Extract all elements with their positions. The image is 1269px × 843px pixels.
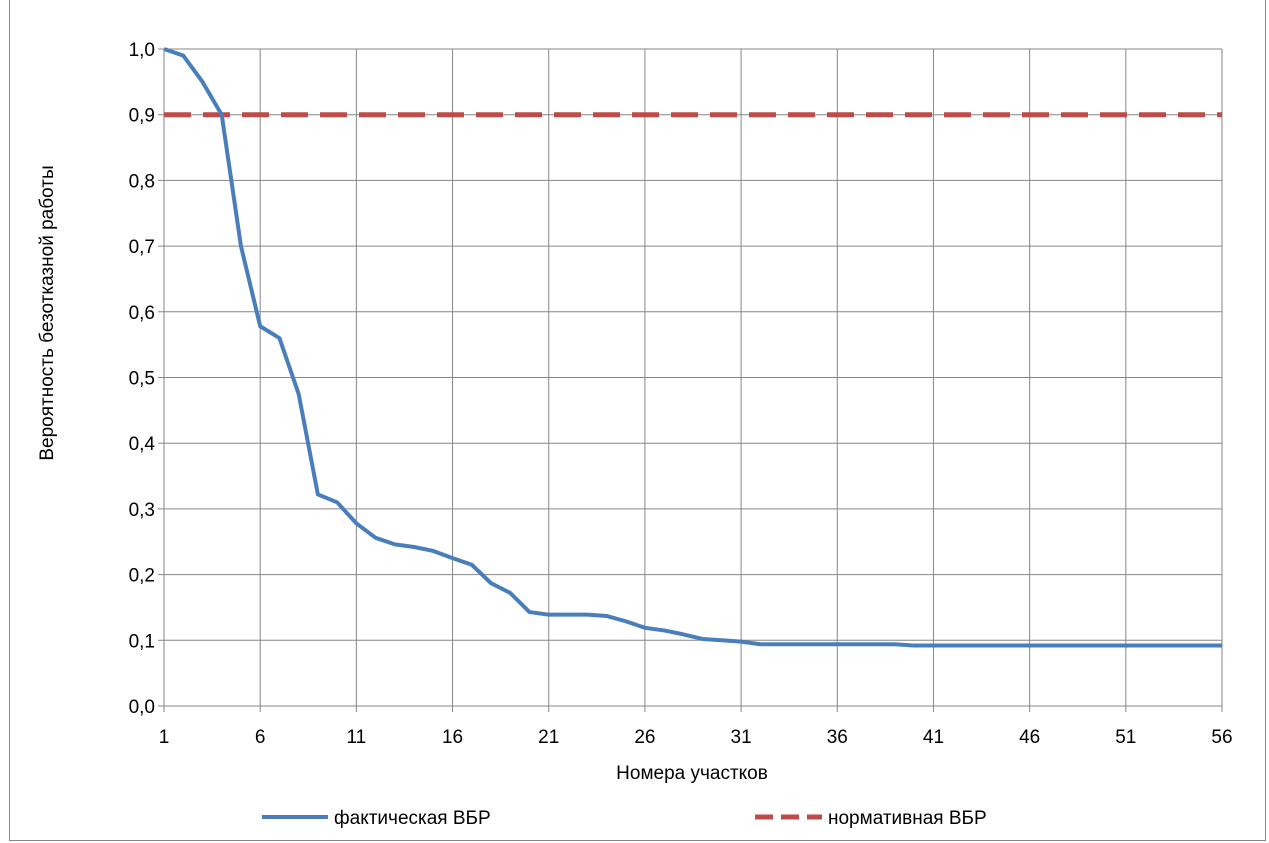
x-tick-label: 21 bbox=[538, 727, 559, 748]
x-tick-label: 36 bbox=[827, 727, 848, 748]
y-tick-label: 0,2 bbox=[129, 566, 155, 587]
x-tick-label: 31 bbox=[731, 727, 752, 748]
chart-frame bbox=[9, 0, 1266, 841]
y-tick-label: 0,5 bbox=[129, 369, 155, 390]
x-tick-label: 51 bbox=[1115, 727, 1136, 748]
tick-labels: 0,00,10,20,30,40,50,60,70,80,91,01 6 11 16 2… bbox=[129, 40, 1233, 748]
legend-label-actual: фактическая ВБР bbox=[334, 808, 491, 829]
y-tick-label: 0,1 bbox=[129, 631, 155, 652]
x-tick-label: 16 bbox=[442, 727, 463, 748]
legend-label-normative: нормативная ВБР bbox=[828, 808, 987, 829]
y-tick-label: 0,8 bbox=[129, 171, 155, 192]
x-tick-label: 46 bbox=[1019, 727, 1040, 748]
x-tick-label: 41 bbox=[923, 727, 944, 748]
x-tick-label: 11 bbox=[346, 727, 366, 748]
x-axis-title: Номера участков bbox=[616, 763, 768, 784]
legend: фактическая ВБР нормативная ВБР bbox=[262, 808, 987, 829]
y-tick-label: 0,4 bbox=[129, 434, 156, 455]
x-tick-label: 56 bbox=[1211, 727, 1232, 748]
x-tick-label: 26 bbox=[634, 727, 655, 748]
x-tick-label: 6 bbox=[255, 727, 266, 748]
y-axis-title: Вероятность безотказной работы bbox=[37, 165, 58, 460]
x-tick-label: 1 bbox=[159, 727, 170, 748]
y-tick-label: 0,3 bbox=[129, 500, 155, 521]
y-tick-label: 0,7 bbox=[129, 237, 155, 258]
y-tick-label: 0,0 bbox=[129, 697, 155, 718]
series-line-actual bbox=[163, 47, 1222, 648]
y-tick-label: 1,0 bbox=[129, 40, 155, 61]
grid-lines bbox=[158, 48, 1223, 712]
y-tick-label: 0,6 bbox=[129, 303, 155, 324]
series-layer bbox=[163, 47, 1222, 648]
y-tick-label: 0,9 bbox=[129, 106, 155, 127]
